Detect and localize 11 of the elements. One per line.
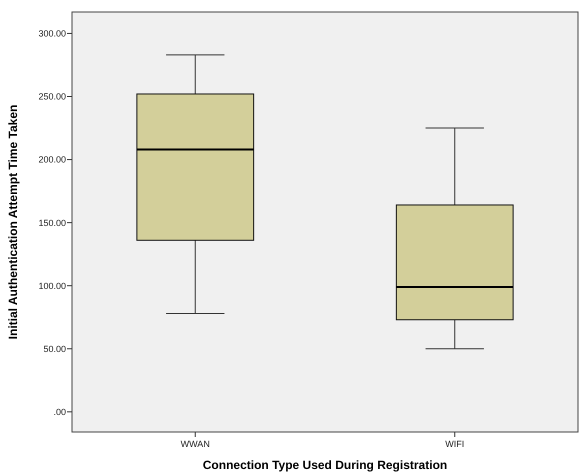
x-tick-label: WWAN [180, 439, 210, 449]
y-tick-label: 300.00 [38, 28, 66, 39]
y-axis-title: Initial Authentication Attempt Time Taken [6, 104, 20, 340]
y-tick-label: .00 [53, 406, 66, 417]
y-tick-label: 100.00 [38, 280, 66, 291]
y-tick-label: 150.00 [38, 218, 66, 228]
y-tick-label: 250.00 [38, 92, 66, 102]
x-axis-title: Connection Type Used During Registration [202, 458, 448, 472]
x-tick-label: WIFI [445, 439, 464, 449]
y-tick-label: 50.00 [43, 344, 66, 354]
y-tick-label: 200.00 [38, 154, 66, 165]
